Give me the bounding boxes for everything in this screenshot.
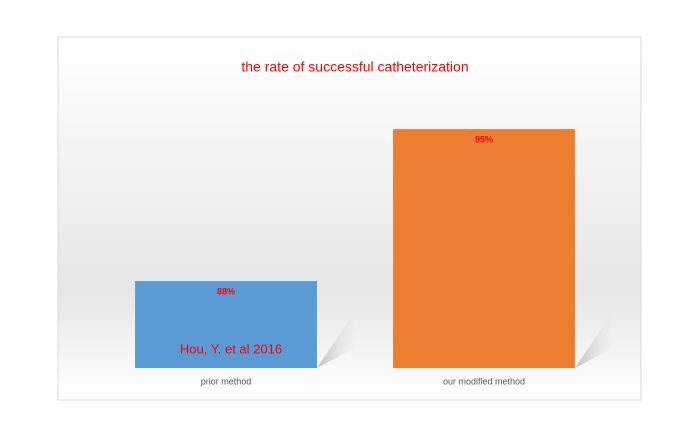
value-label: 88% <box>217 287 235 297</box>
annotation: Hou, Y. et al 2016 <box>180 341 282 356</box>
value-label: 95% <box>475 135 493 145</box>
bar <box>135 281 317 368</box>
x-tick-label: prior method <box>201 376 252 386</box>
bar <box>393 129 575 368</box>
bar-shadow <box>316 312 355 368</box>
bar-shadow <box>574 312 613 368</box>
x-tick-label: our modified method <box>443 376 525 386</box>
chart-title: the rate of successful catheterization <box>241 59 468 75</box>
